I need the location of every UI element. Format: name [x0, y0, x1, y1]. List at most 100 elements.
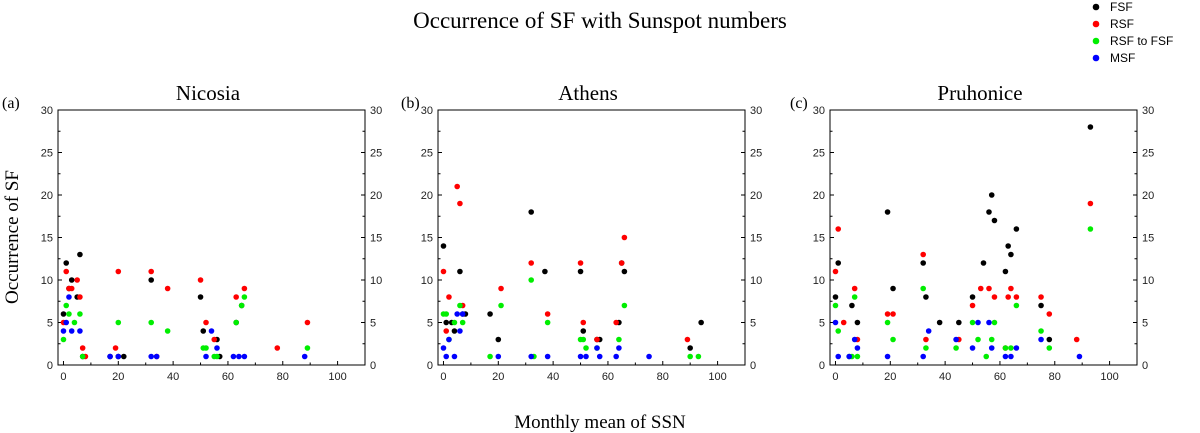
data-point-rsf	[986, 285, 992, 292]
data-point-rsf-to-fsf	[884, 319, 891, 326]
data-point-msf	[613, 353, 619, 360]
data-point-rsf	[457, 200, 463, 207]
y-tick-label-right: 20	[370, 190, 382, 202]
legend-entry-msf: MSF	[1092, 51, 1135, 65]
data-point-fsf	[687, 345, 693, 351]
y-tick-label-right: 30	[750, 105, 762, 117]
legend-label-fsf: FSF	[1110, 0, 1133, 14]
y-tick-label-right: 5	[370, 318, 376, 330]
data-point-rsf-to-fsf	[969, 319, 976, 326]
y-tick-label-right: 30	[370, 105, 382, 117]
y-axis-label: Occurrence of SF	[2, 170, 23, 304]
data-point-rsf	[148, 268, 154, 275]
data-point-rsf-to-fsf	[459, 319, 466, 326]
data-point-rsf-to-fsf	[695, 353, 702, 360]
panel-tag: (a)	[2, 95, 20, 112]
data-point-msf	[616, 345, 622, 351]
data-point-msf	[440, 345, 447, 351]
data-point-rsf-to-fsf	[203, 345, 209, 351]
x-tick-label: 80	[277, 371, 289, 383]
y-tick-label-left: 5	[47, 318, 53, 330]
data-point-rsf-to-fsf	[616, 336, 622, 343]
data-point-msf	[443, 353, 450, 360]
data-point-fsf	[698, 319, 704, 326]
data-point-rsf	[544, 311, 551, 317]
data-point-rsf-to-fsf	[975, 336, 981, 343]
data-point-rsf-to-fsf	[621, 302, 628, 309]
data-point-msf	[230, 353, 237, 360]
data-point-msf	[594, 345, 600, 351]
data-point-fsf	[77, 251, 83, 258]
data-point-rsf	[594, 336, 600, 343]
data-point-rsf	[890, 311, 896, 317]
data-point-rsf	[112, 345, 119, 351]
legend-entry-fsf: FSF	[1092, 0, 1133, 14]
data-point-msf	[153, 353, 160, 360]
y-tick-label-right: 15	[370, 233, 382, 245]
data-point-fsf	[1002, 268, 1009, 275]
data-point-fsf	[577, 268, 584, 275]
data-point-rsf-to-fsf	[498, 302, 504, 309]
panel-title: Athens	[558, 81, 618, 105]
series-rsf-to-fsf	[440, 277, 702, 360]
y-tick-label-left: 25	[813, 148, 825, 160]
data-point-rsf	[440, 268, 447, 275]
x-tick-label: 20	[112, 371, 124, 383]
panel-title: Nicosia	[176, 81, 241, 105]
x-tick-label: 100	[1100, 371, 1118, 383]
data-point-rsf	[74, 277, 80, 283]
x-tick-label: 0	[832, 371, 838, 383]
y-tick-label-right: 15	[750, 233, 762, 245]
data-point-rsf-to-fsf	[953, 345, 959, 351]
data-point-rsf	[304, 319, 311, 326]
data-point-msf	[208, 328, 215, 334]
data-point-rsf	[203, 319, 209, 326]
data-point-rsf	[835, 226, 842, 232]
legend-marker-fsf	[1092, 3, 1100, 11]
data-point-msf	[544, 353, 551, 360]
data-point-rsf-to-fsf	[451, 319, 458, 326]
data-point-rsf	[498, 285, 504, 292]
data-point-msf	[63, 319, 70, 326]
y-tick-label-left: 15	[41, 233, 53, 245]
data-point-fsf	[60, 311, 67, 317]
data-point-msf	[495, 353, 502, 360]
data-point-fsf	[528, 209, 534, 215]
y-tick-label-right: 10	[370, 275, 382, 287]
data-point-rsf	[884, 311, 891, 317]
y-tick-label-left: 15	[813, 233, 825, 245]
x-tick-label: 40	[167, 371, 179, 383]
data-point-msf	[459, 311, 466, 317]
y-tick-label-left: 5	[819, 318, 825, 330]
y-tick-label-right: 25	[370, 148, 382, 160]
data-point-rsf-to-fsf	[580, 336, 587, 343]
data-point-fsf	[835, 260, 842, 266]
data-point-fsf	[148, 277, 154, 283]
x-tick-label: 100	[708, 371, 726, 383]
legend-label-rsf-to-fsf: RSF to FSF	[1110, 34, 1173, 48]
data-point-msf	[214, 345, 220, 351]
x-axis-label: Monthly mean of SSN	[514, 412, 686, 433]
x-tick-label: 40	[939, 371, 951, 383]
data-point-msf	[107, 353, 113, 360]
data-point-rsf	[840, 319, 847, 326]
data-point-rsf-to-fsf	[923, 345, 929, 351]
y-tick-label-right: 15	[1142, 233, 1154, 245]
x-tick-label: 60	[222, 371, 234, 383]
data-point-rsf-to-fsf	[890, 336, 896, 343]
data-point-fsf	[1008, 251, 1014, 258]
data-point-rsf	[233, 294, 239, 300]
y-tick-label-left: 0	[47, 360, 53, 372]
y-tick-label-right: 5	[1142, 318, 1148, 330]
data-point-fsf	[495, 336, 502, 343]
data-point-fsf	[956, 319, 962, 326]
data-point-rsf	[68, 285, 75, 292]
data-point-rsf-to-fsf	[79, 353, 86, 360]
data-point-msf	[846, 353, 852, 360]
data-point-msf	[1076, 353, 1083, 360]
data-point-fsf	[1005, 243, 1011, 249]
x-tick-label: 20	[884, 371, 896, 383]
legend-label-msf: MSF	[1110, 51, 1135, 65]
series-rsf	[60, 268, 311, 360]
